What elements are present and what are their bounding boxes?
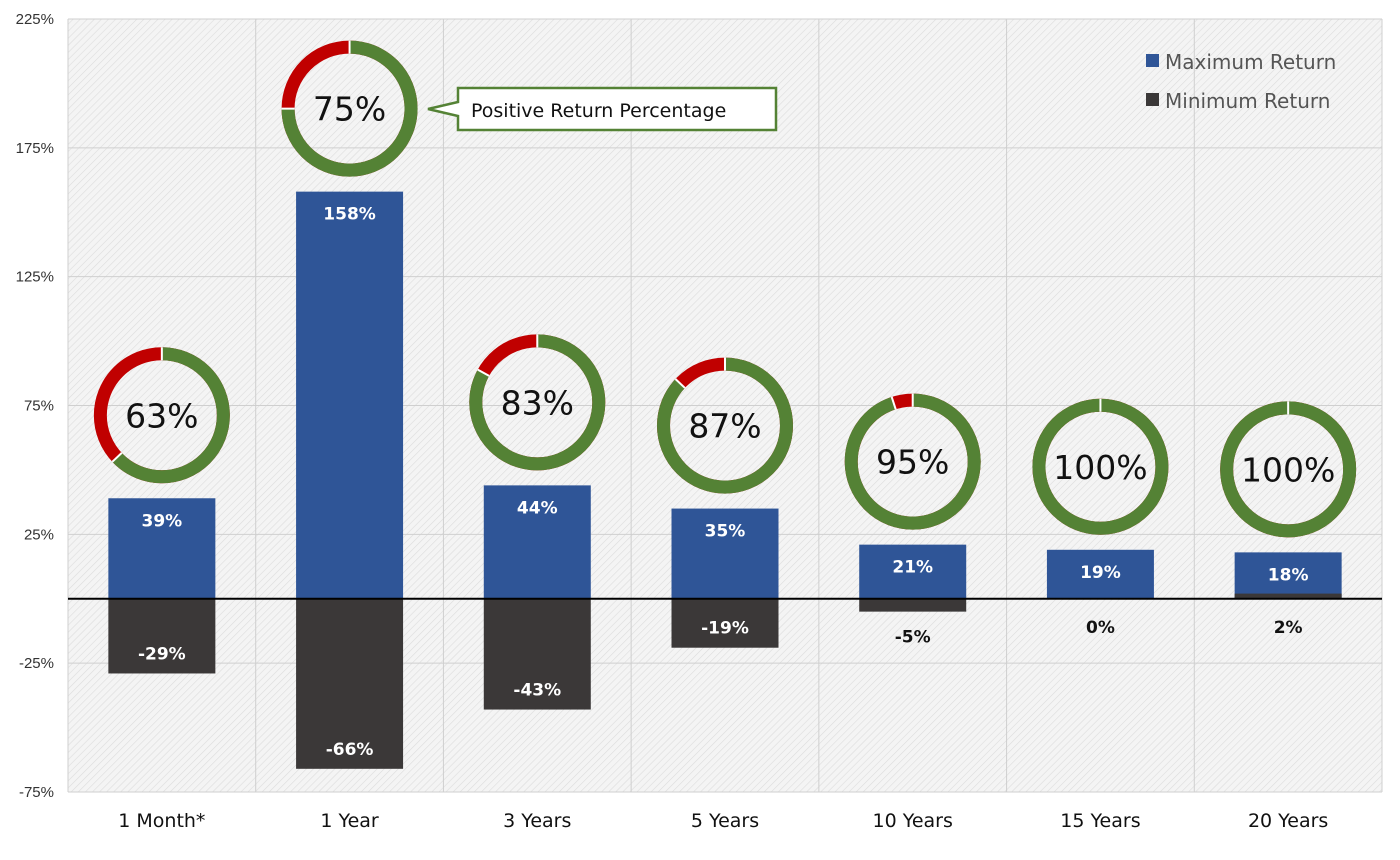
y-tick-label: 25% <box>24 526 54 543</box>
bar-max-return <box>483 485 591 599</box>
bar-max-return <box>1046 549 1154 599</box>
bar-label-min: 0% <box>1086 618 1115 638</box>
bar-label-max: 21% <box>892 558 933 578</box>
bar-label-min: -19% <box>701 619 749 639</box>
donut-label: 100% <box>1241 450 1335 489</box>
callout-box <box>427 86 778 132</box>
donut-label: 83% <box>501 383 574 422</box>
bar-min-return <box>108 598 216 674</box>
legend-swatch-max <box>1146 54 1159 67</box>
y-tick-label: 75% <box>24 398 54 415</box>
donut-label: 63% <box>125 396 198 435</box>
bar-max-return <box>671 508 779 599</box>
y-tick-label: 175% <box>16 140 54 157</box>
donut-label: 75% <box>313 90 386 129</box>
callout: Positive Return Percentage <box>427 86 778 132</box>
bar-label-max: 158% <box>323 205 376 225</box>
legend-label-min: Minimum Return <box>1165 89 1330 113</box>
donut-separator <box>890 396 897 410</box>
bar-label-min: -43% <box>513 681 561 701</box>
positive-return-donuts: 63% 75% 83% 87% 95% 100% 100% <box>93 40 1357 538</box>
positive-return-donut: 63% <box>93 347 230 484</box>
y-tick-label: -25% <box>19 655 54 672</box>
positive-return-donut: 100% <box>1032 398 1169 535</box>
legend-swatch-min <box>1146 93 1159 106</box>
bar-min-return <box>296 598 404 769</box>
donut-label: 100% <box>1053 448 1147 487</box>
bar-max-return <box>1234 552 1342 599</box>
bar-label-min: -29% <box>138 644 186 664</box>
donut-separator <box>674 378 686 389</box>
bar-min-return <box>483 598 591 710</box>
bar-labels: 39% -29% 158% -66% 44% -43% 35% -19% 21% -5% 19% 0%… <box>138 205 1309 760</box>
bar-label-min: -5% <box>895 628 931 648</box>
x-category-label: 10 Years <box>873 810 953 832</box>
positive-return-donut: 83% <box>469 334 606 471</box>
donut-label: 87% <box>688 407 761 446</box>
positive-return-donut: 95% <box>844 393 981 530</box>
legend-label-max: Maximum Return <box>1165 50 1336 74</box>
bar-label-max: 35% <box>705 522 746 542</box>
bar-max-return <box>296 191 404 599</box>
positive-return-donut: 87% <box>657 357 793 494</box>
bar-label-max: 18% <box>1268 565 1309 585</box>
bar-label-max: 39% <box>142 511 183 531</box>
legend: Maximum Return Minimum Return <box>1146 50 1336 113</box>
x-category-label: 1 Year <box>320 810 379 832</box>
y-tick-label: 225% <box>16 11 54 28</box>
x-category-label: 5 Years <box>691 810 759 832</box>
y-tick-label: -75% <box>19 784 54 801</box>
positive-return-donut: 100% <box>1220 401 1357 538</box>
donut-separator <box>111 452 123 463</box>
bar-min-return <box>671 598 779 648</box>
donut-label: 95% <box>876 443 949 482</box>
bar-max-return <box>108 498 216 599</box>
bar-min-return <box>859 598 967 612</box>
x-category-label: 15 Years <box>1060 810 1140 832</box>
y-tick-label: 125% <box>16 269 54 286</box>
x-category-label: 1 Month* <box>118 810 205 832</box>
bar-label-min: -66% <box>326 740 374 760</box>
x-axis-categories: 1 Month* 1 Year 3 Years 5 Years 10 Years 15 Y… <box>118 810 1328 832</box>
x-category-label: 3 Years <box>503 810 571 832</box>
bars <box>108 191 1342 769</box>
bar-max-return <box>859 544 967 599</box>
bar-label-max: 19% <box>1080 563 1121 583</box>
bar-min-return <box>1234 593 1342 599</box>
callout-text: Positive Return Percentage <box>471 100 726 122</box>
positive-return-donut: 75% <box>281 40 418 177</box>
bar-label-min: 2% <box>1274 618 1303 638</box>
bar-label-max: 44% <box>517 498 558 518</box>
grid <box>67 18 1383 793</box>
x-category-label: 20 Years <box>1248 810 1328 832</box>
donut-separator <box>477 368 490 377</box>
y-axis-ticks: 225% 175% 125% 75% 25% -25% -75% <box>16 11 54 801</box>
